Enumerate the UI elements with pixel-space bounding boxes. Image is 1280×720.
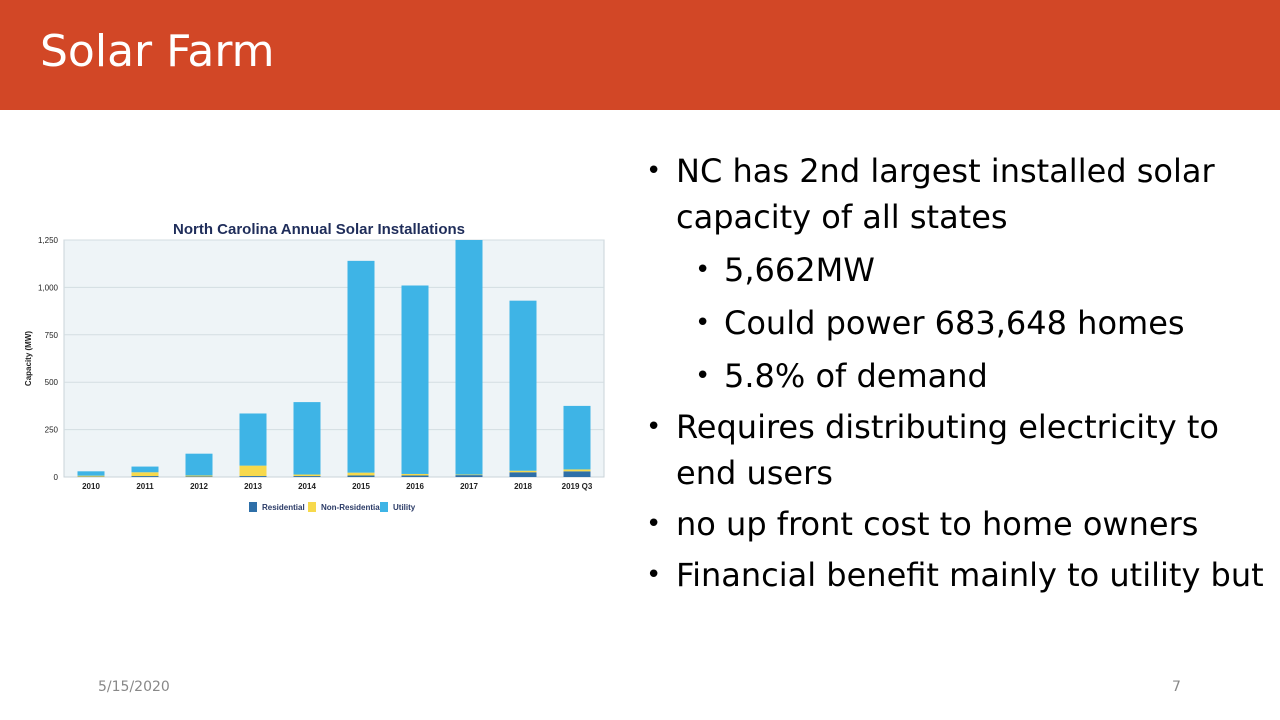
y-tick-label: 500	[45, 378, 59, 387]
bullet-item: • no up front cost to home owners	[640, 501, 1270, 547]
bullet-dot: •	[695, 361, 711, 391]
bar-segment-non-residential	[77, 475, 105, 477]
bar-segment-non-residential	[509, 470, 537, 473]
x-tick-label: 2011	[136, 482, 154, 491]
bar-segment-utility	[563, 405, 591, 470]
bar-segment-utility	[293, 402, 321, 475]
bar-segment-residential	[455, 475, 483, 477]
sub-bullet-item: • 5,662MW	[640, 247, 1270, 293]
bullet-text: Financial benefit mainly to utility but	[676, 556, 1264, 594]
sub-bullet-item: • Could power 683,648 homes	[640, 300, 1270, 346]
y-tick-label: 250	[45, 426, 59, 435]
legend-swatch	[380, 502, 388, 512]
y-tick-label: 1,000	[38, 283, 59, 292]
legend-label: Non-Residential	[321, 503, 382, 512]
bar-segment-utility	[401, 285, 429, 474]
bar-segment-utility	[131, 466, 159, 473]
bar-segment-non-residential	[185, 475, 213, 477]
bullet-text: no up front cost to home owners	[676, 505, 1199, 543]
bullet-dot: •	[646, 156, 662, 186]
bullet-text: Could power 683,648 homes	[724, 304, 1185, 342]
x-tick-label: 2013	[244, 482, 262, 491]
sub-bullet-item: • 5.8% of demand	[640, 353, 1270, 399]
chart-svg: North Carolina Annual Solar Installation…	[24, 221, 605, 512]
bar-segment-non-residential	[563, 469, 591, 472]
x-tick-label: 2019 Q3	[562, 482, 593, 491]
footer-date: 5/15/2020	[98, 679, 170, 695]
bullet-item: • Financial benefit mainly to utility but	[640, 552, 1270, 598]
bullet-text: NC has 2nd largest installed solar capac…	[676, 152, 1215, 236]
bar-segment-utility	[185, 453, 213, 476]
x-tick-label: 2017	[460, 482, 478, 491]
bar-segment-non-residential	[293, 474, 321, 477]
y-axis-label: Capacity (MW)	[24, 331, 33, 386]
x-tick-label: 2015	[352, 482, 370, 491]
bar-segment-residential	[185, 476, 213, 477]
bullet-dot: •	[646, 412, 662, 442]
bullet-dot: •	[646, 509, 662, 539]
bar-segment-non-residential	[131, 472, 159, 477]
legend-label: Residential	[262, 503, 305, 512]
legend-swatch	[249, 502, 257, 512]
x-tick-label: 2014	[298, 482, 316, 491]
bar-segment-residential	[563, 471, 591, 477]
x-tick-label: 2012	[190, 482, 208, 491]
bar-segment-residential	[131, 476, 159, 477]
bullet-item: • NC has 2nd largest installed solar capa…	[640, 148, 1270, 240]
bar-segment-residential	[239, 476, 267, 477]
y-tick-label: 0	[54, 473, 59, 482]
bar-segment-utility	[455, 240, 483, 475]
bullet-text: 5.8% of demand	[724, 357, 988, 395]
bar-segment-utility	[77, 471, 105, 476]
slide-number: 7	[1172, 679, 1181, 695]
bullet-item: • Requires distributing electricity to en…	[640, 404, 1270, 496]
y-tick-label: 1,250	[38, 236, 59, 245]
bar-segment-residential	[401, 475, 429, 477]
bar-segment-utility	[239, 413, 267, 466]
bullet-list: • NC has 2nd largest installed solar capa…	[640, 143, 1270, 598]
bar-segment-utility	[509, 300, 537, 471]
x-tick-label: 2018	[514, 482, 532, 491]
bullet-dot: •	[695, 255, 711, 285]
chart-title: North Carolina Annual Solar Installation…	[173, 221, 465, 238]
bullet-text: Requires distributing electricity to end…	[676, 408, 1219, 492]
bar-segment-non-residential	[239, 465, 267, 477]
bar-segment-non-residential	[401, 473, 429, 476]
bar-segment-residential	[293, 476, 321, 477]
x-tick-label: 2010	[82, 482, 100, 491]
bar-segment-residential	[509, 472, 537, 477]
legend-swatch	[308, 502, 316, 512]
bar-segment-utility	[347, 260, 375, 473]
bar-segment-non-residential	[347, 472, 375, 476]
bullet-text: 5,662MW	[724, 251, 875, 289]
x-tick-label: 2016	[406, 482, 424, 491]
solar-installations-chart: North Carolina Annual Solar Installation…	[18, 212, 610, 522]
legend-label: Utility	[393, 503, 416, 512]
bullet-dot: •	[695, 308, 711, 338]
y-tick-label: 750	[45, 331, 59, 340]
bar-segment-residential	[347, 475, 375, 477]
bar-segment-non-residential	[455, 474, 483, 476]
title-bar	[0, 0, 1280, 110]
slide-title: Solar Farm	[40, 26, 275, 77]
bullet-dot: •	[646, 560, 662, 590]
